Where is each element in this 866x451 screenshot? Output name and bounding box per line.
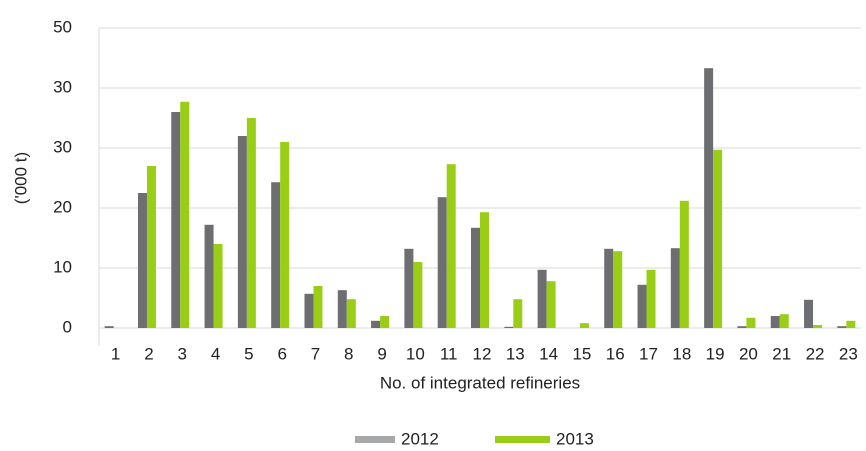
bar: [171, 112, 181, 328]
bar: [779, 314, 789, 328]
x-tick-label: 17: [639, 344, 658, 363]
x-tick-label: 10: [406, 344, 425, 363]
bar: [104, 326, 114, 328]
bar: [679, 200, 689, 328]
y-tick-label: 50: [53, 17, 72, 36]
bar: [471, 227, 480, 328]
bar: [837, 326, 847, 328]
bar: [813, 325, 823, 328]
y-tick-label: 30: [53, 137, 72, 156]
y-tick-label: 10: [53, 257, 72, 276]
bar: [380, 316, 390, 328]
bar: [446, 164, 456, 328]
x-tick-label: 2: [144, 344, 153, 363]
bar: [280, 142, 290, 328]
x-tick-label: 7: [311, 344, 320, 363]
x-tick-label: 6: [277, 344, 286, 363]
bar: [213, 244, 223, 328]
bar: [537, 269, 547, 328]
bar: [413, 262, 423, 328]
bar: [704, 68, 714, 328]
bar: [346, 299, 356, 328]
y-tick-label: 0: [63, 317, 72, 336]
legend-label: 2013: [556, 429, 594, 448]
y-axis-title: ('000 t): [11, 152, 30, 204]
x-tick-label: 23: [839, 344, 858, 363]
bar: [304, 293, 314, 328]
x-axis-title: No. of integrated refineries: [380, 373, 580, 392]
bar: [480, 212, 489, 328]
x-tick-label: 8: [344, 344, 353, 363]
legend-swatch: [355, 436, 395, 443]
bar: [713, 149, 723, 328]
y-tick-label: 30: [53, 77, 72, 96]
x-tick-label: 1: [111, 344, 120, 363]
x-tick-label: 15: [572, 344, 591, 363]
x-tick-label: 5: [244, 344, 253, 363]
bar: [137, 193, 147, 328]
bar: [313, 286, 323, 328]
bar: [504, 326, 514, 328]
y-tick-label: 20: [53, 197, 72, 216]
bar: [146, 166, 156, 328]
bar: [337, 290, 347, 328]
bar: [204, 224, 214, 328]
x-tick-label: 9: [377, 344, 386, 363]
x-tick-label: 19: [706, 344, 725, 363]
x-tick-label: 20: [739, 344, 758, 363]
x-tick-label: 4: [211, 344, 220, 363]
legend-label: 2012: [401, 429, 439, 448]
bar: [613, 251, 623, 328]
bar: [180, 101, 190, 328]
bar: [646, 269, 656, 328]
legend-swatch: [495, 436, 550, 443]
x-tick-label: 3: [178, 344, 187, 363]
x-tick-label: 16: [606, 344, 625, 363]
bar: [579, 323, 589, 328]
bar: [371, 320, 381, 328]
bar: [513, 299, 523, 328]
x-tick-label: 14: [539, 344, 558, 363]
x-tick-label: 12: [473, 344, 492, 363]
bar: [246, 118, 256, 328]
x-tick-label: 18: [672, 344, 691, 363]
bar: [271, 182, 281, 328]
x-tick-label: 21: [772, 344, 791, 363]
x-tick-label: 11: [440, 344, 458, 363]
bar: [846, 320, 856, 328]
bar: [770, 316, 780, 328]
bar: [604, 248, 614, 328]
x-tick-label: 13: [506, 344, 525, 363]
bar: [437, 197, 447, 328]
bar: [737, 326, 747, 328]
bar: [804, 299, 814, 328]
bar: [404, 248, 414, 328]
bar: [670, 248, 680, 328]
x-tick-label: 22: [806, 344, 825, 363]
bar: [237, 136, 247, 328]
bar: [637, 284, 647, 328]
bar: [546, 281, 556, 328]
bar: [746, 317, 756, 328]
